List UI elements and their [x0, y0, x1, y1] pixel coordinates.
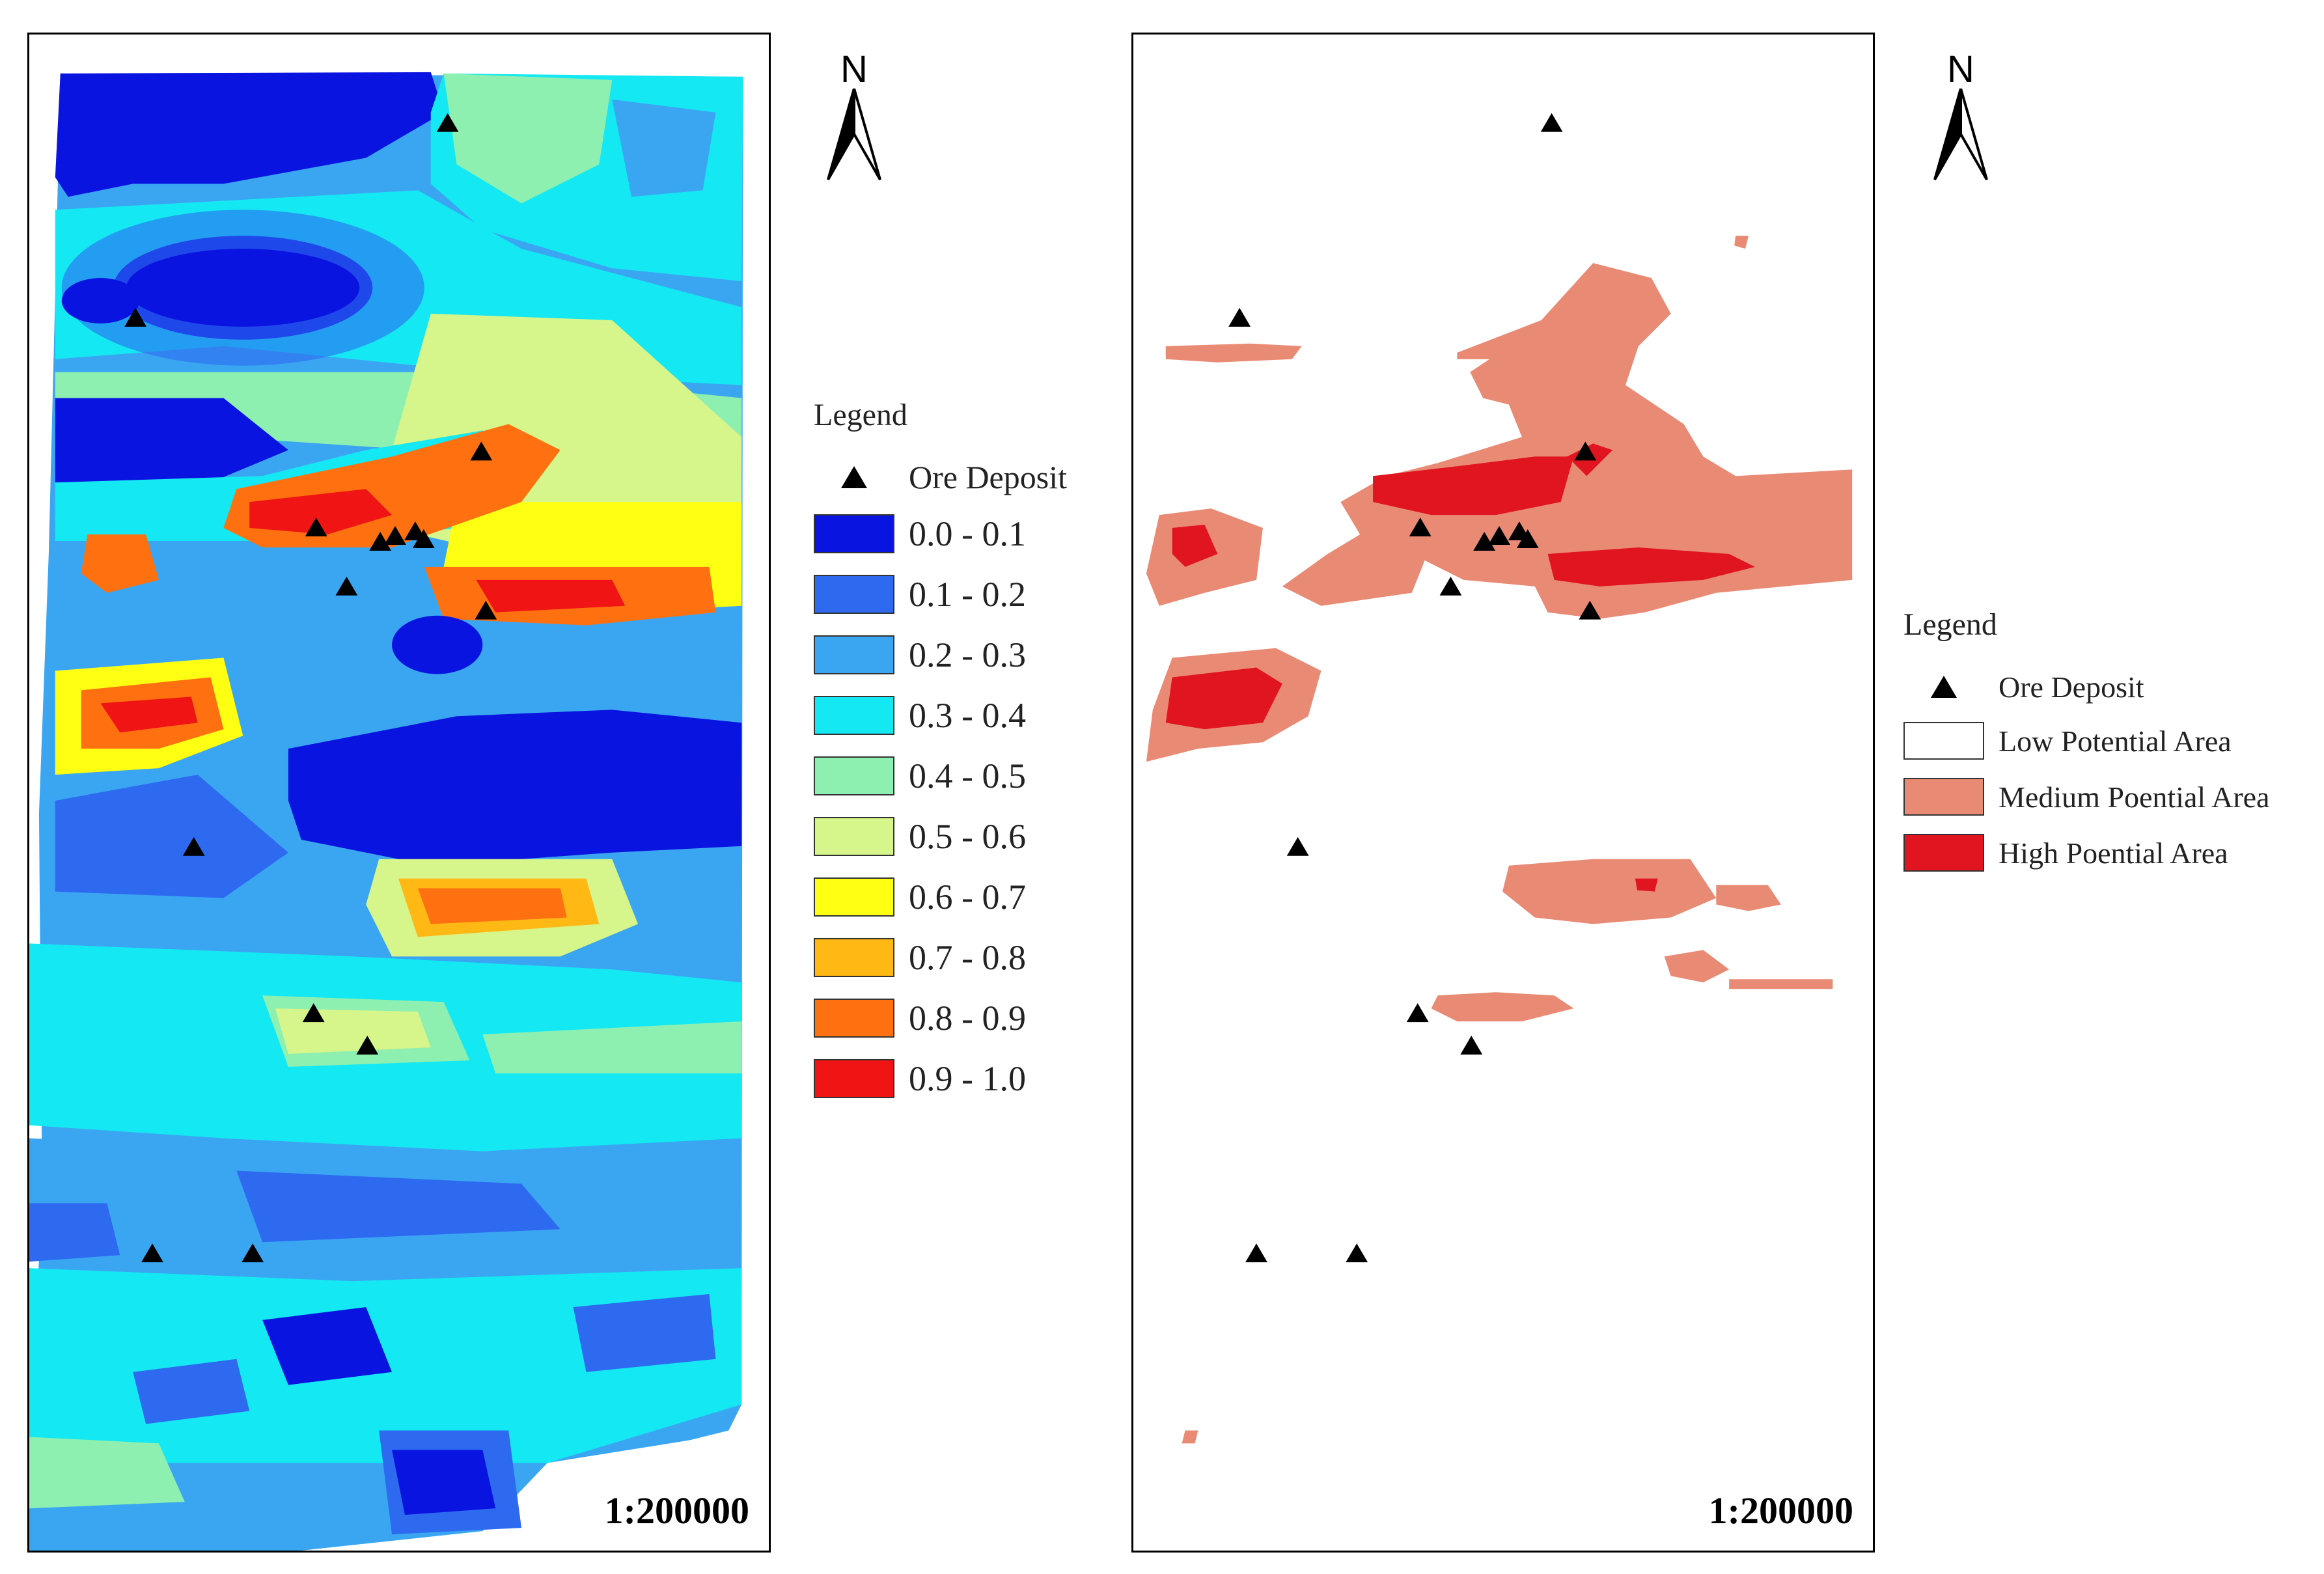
potential-zone-map: 1:200000 — [1131, 33, 1875, 1553]
ore-deposit-marker — [305, 518, 327, 537]
legend-item: 0.3 - 0.4 — [814, 685, 1067, 745]
legend-item: 0.0 - 0.1 — [814, 503, 1067, 564]
legend-item: 0.1 - 0.2 — [814, 564, 1067, 624]
legend-swatch — [814, 635, 894, 674]
legend-item: 0.4 - 0.5 — [814, 745, 1067, 806]
legend-label: 0.4 - 0.5 — [909, 756, 1026, 795]
legend-title: Legend — [1903, 607, 1997, 642]
medium-potential-zones — [1146, 236, 1853, 1444]
ore-deposit-marker — [141, 1243, 163, 1263]
ore-deposit-marker — [1286, 836, 1309, 856]
ore-deposit-marker — [470, 441, 493, 461]
legend-label: 0.8 - 0.9 — [909, 998, 1026, 1038]
north-letter: N — [1947, 48, 1974, 90]
legend-title: Legend — [814, 398, 907, 432]
ore-deposit-marker — [1488, 526, 1510, 545]
north-arrow-icon — [1933, 88, 1988, 180]
legend-item-deposit: Ore Deposit — [814, 451, 1067, 503]
ore-deposit-marker — [1228, 307, 1251, 327]
ore-deposit-marker — [1245, 1243, 1267, 1263]
legend-swatch — [814, 695, 894, 735]
ore-deposits — [124, 113, 497, 1263]
ore-deposit-marker — [384, 526, 406, 545]
ore-deposit-marker — [1406, 1003, 1429, 1023]
legend-item: 0.6 - 0.7 — [814, 866, 1067, 927]
north-arrow: N — [1928, 51, 1993, 189]
high-potential-zones — [1165, 443, 1755, 892]
zone-low-north — [55, 72, 444, 197]
triangle-icon — [814, 466, 894, 488]
ore-deposits — [1228, 113, 1601, 1263]
legend-item: High Poential Area — [1903, 825, 2269, 881]
ore-deposit-marker — [242, 1243, 264, 1263]
ore-deposit-marker — [1516, 529, 1539, 548]
legend-label: 0.9 - 1.0 — [909, 1058, 1026, 1098]
ore-deposit-marker — [1540, 113, 1563, 132]
ore-deposit-marker — [356, 1036, 379, 1055]
legend-item: 0.9 - 1.0 — [814, 1048, 1067, 1109]
legend-label: 0.5 - 0.6 — [909, 816, 1026, 856]
triangle-icon — [1903, 676, 1984, 698]
ore-deposit-marker — [475, 600, 497, 620]
ore-deposit-marker — [436, 113, 459, 132]
prospectivity-raster — [29, 72, 743, 1551]
ore-deposit-marker — [1574, 441, 1597, 461]
ore-deposit-marker — [1439, 576, 1462, 596]
scale-label: 1:200000 — [604, 1489, 749, 1532]
legend-item: Low Potential Area — [1903, 713, 2269, 769]
legend-label: Low Potential Area — [1999, 724, 2232, 758]
legend-probability: Legend Ore Deposit 0.0 - 0.1 0.1 - 0.2 0.2… — [814, 397, 1067, 1109]
legend-item-deposit: Ore Deposit — [1903, 661, 2269, 713]
legend-label: 0.2 - 0.3 — [909, 635, 1026, 674]
legend-swatch — [1903, 834, 1984, 872]
legend-potential: Legend Ore Deposit Low Potential Area Med… — [1903, 607, 2269, 881]
ore-deposit-marker — [124, 307, 147, 327]
legend-swatch — [814, 998, 894, 1038]
legend-item: Medium Poential Area — [1903, 769, 2269, 825]
legend-swatch — [814, 514, 894, 553]
scale-label: 1:200000 — [1708, 1489, 1853, 1532]
legend-item: 0.5 - 0.6 — [814, 806, 1067, 866]
potential-zones — [1146, 113, 1853, 1444]
legend-label: 0.3 - 0.4 — [909, 695, 1026, 735]
legend-swatch — [814, 756, 894, 795]
legend-label: 0.0 - 0.1 — [909, 514, 1026, 553]
legend-label: Medium Poential Area — [1999, 780, 2270, 814]
legend-item: 0.8 - 0.9 — [814, 987, 1067, 1048]
legend-label: Ore Deposit — [909, 459, 1067, 495]
legend-item: 0.2 - 0.3 — [814, 624, 1067, 685]
ore-deposit-marker — [335, 576, 358, 596]
legend-label: High Poential Area — [1999, 836, 2228, 870]
ore-deposit-marker — [1460, 1036, 1483, 1055]
north-letter: N — [840, 48, 868, 90]
legend-swatch — [814, 1058, 894, 1098]
legend-swatch — [814, 816, 894, 856]
north-arrow-icon — [827, 88, 881, 180]
ore-deposit-marker — [182, 836, 205, 856]
ore-deposit-marker — [302, 1003, 325, 1023]
ore-deposit-marker — [1409, 518, 1432, 537]
ore-deposit-marker — [369, 532, 392, 551]
legend-label: 0.7 - 0.8 — [909, 937, 1026, 977]
ore-deposit-marker — [1473, 532, 1496, 551]
ore-deposit-marker — [412, 529, 435, 548]
ore-deposit-marker — [1346, 1243, 1368, 1263]
north-arrow: N — [822, 51, 887, 189]
legend-swatch — [814, 574, 894, 614]
legend-swatch — [814, 877, 894, 917]
ore-deposit-marker — [1579, 600, 1601, 620]
legend-label: 0.6 - 0.7 — [909, 877, 1026, 917]
legend-swatch — [1903, 778, 1984, 816]
legend-swatch — [1903, 722, 1984, 760]
legend-swatch — [814, 937, 894, 977]
prospectivity-map: 1:200000 — [27, 33, 771, 1553]
legend-label: Ore Deposit — [1999, 670, 2144, 704]
legend-item: 0.7 - 0.8 — [814, 927, 1067, 987]
legend-label: 0.1 - 0.2 — [909, 574, 1026, 614]
